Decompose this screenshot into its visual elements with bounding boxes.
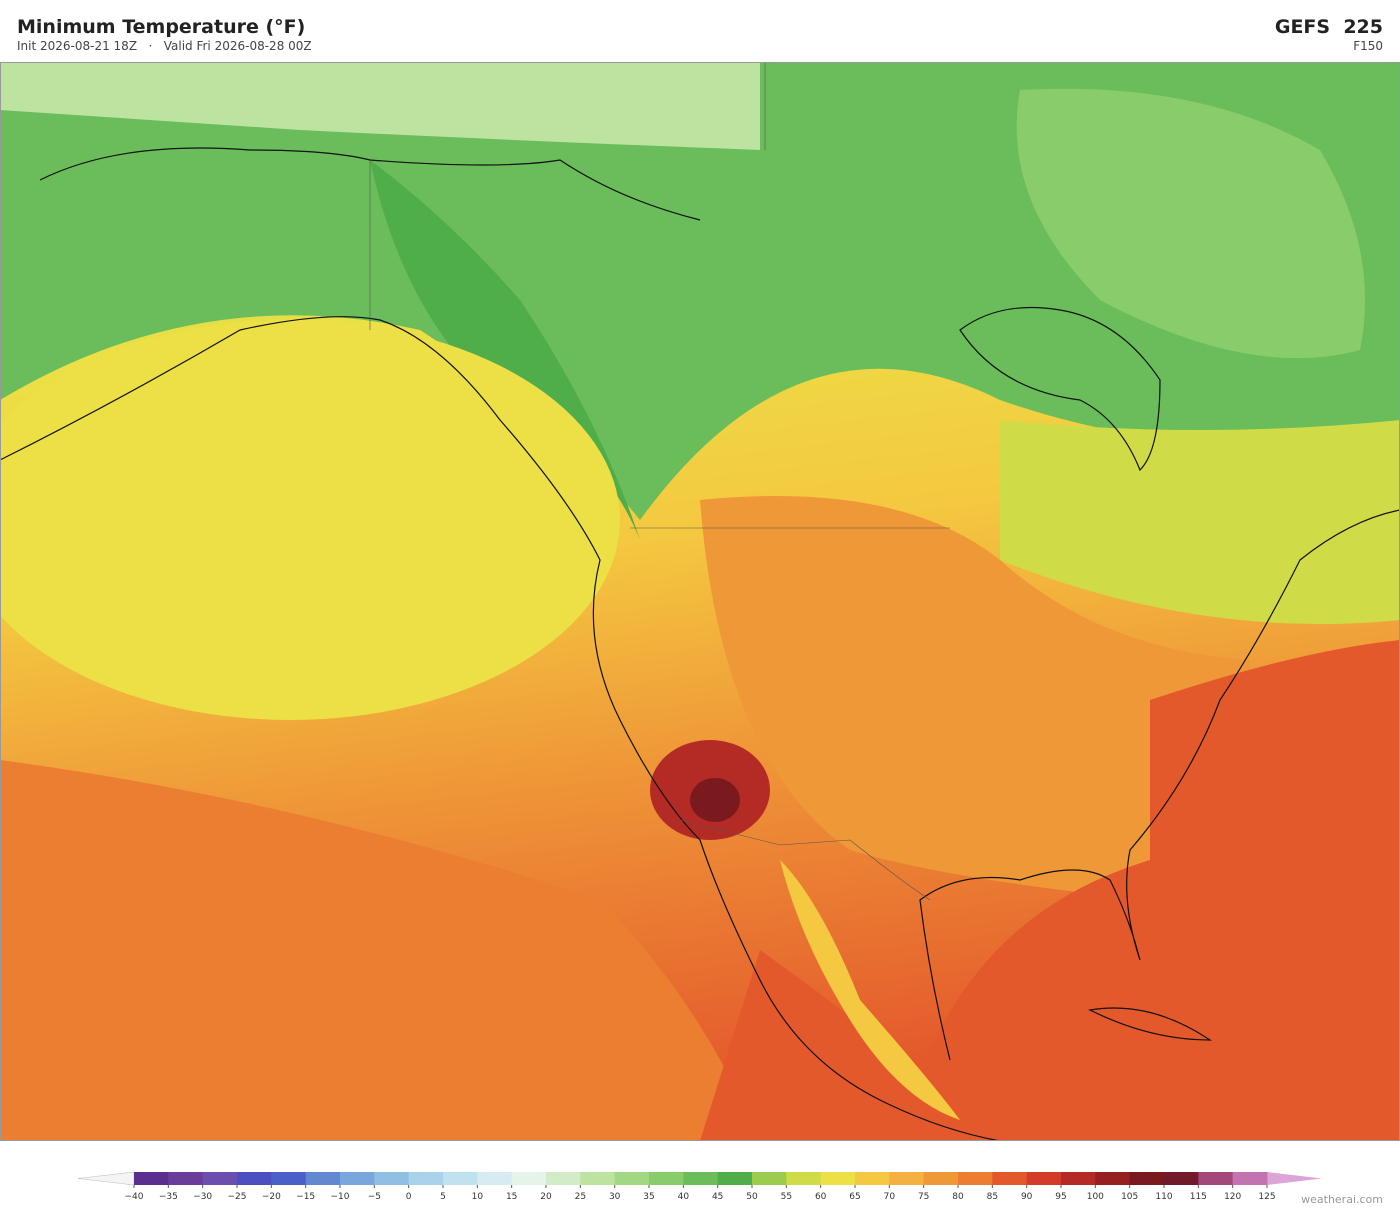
colorbar-tick-label: 95: [1055, 1192, 1066, 1202]
borders: [369, 62, 950, 901]
colorbar-tick-label: 35: [643, 1192, 654, 1202]
colorbar-tick-label: −20: [262, 1192, 281, 1202]
coast-pacific: [0, 316, 1001, 1141]
colorbar-tick-label: 105: [1121, 1192, 1138, 1202]
colorbar-tick-label: 55: [781, 1192, 792, 1202]
colorbar-cell: [237, 1172, 272, 1185]
colorbar-cell: [1095, 1172, 1131, 1185]
colorbar-cell: [134, 1172, 169, 1185]
colorbar-tick-label: 5: [440, 1192, 446, 1202]
colorbar-cell: [855, 1172, 890, 1185]
border-us-mexico: [679, 819, 931, 901]
colorbar-tick-label: 120: [1224, 1192, 1241, 1202]
colorbar-tick-label: 70: [884, 1192, 896, 1202]
arctic-band: [0, 62, 760, 150]
watermark: weatherai.com: [1301, 1193, 1383, 1206]
colorbar-tick-label: 90: [1021, 1192, 1033, 1202]
colorbar-tick-label: −10: [331, 1192, 350, 1202]
colorbar-tick-label: −30: [193, 1192, 212, 1202]
colorbar-cell: [1129, 1172, 1165, 1185]
colorbar-cell: [305, 1172, 341, 1185]
colorbar-tick-label: 40: [678, 1192, 690, 1202]
colorbar-tick-label: 50: [746, 1192, 758, 1202]
map: [0, 62, 1400, 1141]
colorbar: −40 −35 −30 −25 −20 −15 −10 −5 0 5 10 15 20 25 30 35 40 4…: [77, 1171, 1322, 1202]
colorbar-tick-label: 85: [987, 1192, 998, 1202]
colorbar-tick-label: −15: [296, 1192, 315, 1202]
colorbar-cell: [992, 1172, 1028, 1185]
pacific-mild: [0, 320, 620, 720]
model: GEFS 225: [1274, 16, 1383, 38]
colorbar-tick-label: 45: [712, 1192, 723, 1202]
colorbar-tick-label: 80: [952, 1192, 964, 1202]
colorbar-cell: [958, 1172, 993, 1185]
colorbar-tick-label: 75: [918, 1192, 929, 1202]
colorbar-cell: [511, 1172, 547, 1185]
colorbar-cell: [1198, 1172, 1234, 1185]
colorbar-cell: [374, 1172, 410, 1185]
colorbar-cell: [923, 1172, 959, 1185]
baffin: [1016, 88, 1365, 359]
colorbar-cell: [820, 1172, 856, 1185]
cuba: [1088, 1007, 1212, 1041]
colorbar-tick-label: 20: [540, 1192, 552, 1202]
colorbar-tick-label: 115: [1190, 1192, 1207, 1202]
colorbar-tick-label: −40: [125, 1192, 144, 1202]
rockies-north: [370, 160, 640, 540]
colorbar-cell: [168, 1172, 204, 1185]
colorbar-tick-label: 65: [849, 1192, 860, 1202]
colorbar-tick-label: −5: [368, 1192, 381, 1202]
colorbar-tick-label: 100: [1087, 1192, 1104, 1202]
colorbar-cell: [786, 1172, 822, 1185]
colorbar-cell: [1061, 1172, 1096, 1185]
colorbar-tick-label: 30: [609, 1192, 621, 1202]
colorbar-cell: [752, 1172, 787, 1185]
colorbar-cell: [614, 1172, 650, 1185]
east-canada: [1000, 420, 1400, 624]
colorbar-cell: [683, 1172, 719, 1185]
colorbar-tick-label: 60: [815, 1192, 827, 1202]
colorbar-cell: [889, 1172, 925, 1185]
colorbar-tick-label: 15: [506, 1192, 517, 1202]
colorbar-cell: [717, 1172, 753, 1185]
colorbar-tick-label: 25: [575, 1192, 586, 1202]
desert-core: [690, 778, 740, 822]
us-interior: [700, 496, 1251, 900]
colorbar-tick-label: 10: [472, 1192, 484, 1202]
colorbar-tick-label: −35: [159, 1192, 178, 1202]
colorbar-cell: [546, 1172, 581, 1185]
colorbar-cell: [340, 1172, 375, 1185]
colorbar-cell: [1164, 1172, 1199, 1185]
hudson-bay: [959, 306, 1161, 472]
colorbar-over: [1267, 1172, 1322, 1185]
colorbar-cell: [649, 1172, 684, 1185]
colorbar-cell: [1232, 1172, 1268, 1185]
colorbar-tick-label: 125: [1258, 1192, 1275, 1202]
title: Minimum Temperature (°F): [17, 16, 306, 38]
colorbar-tick-label: 0: [406, 1192, 412, 1202]
forecast-hour: F150: [1353, 39, 1383, 53]
colorbar-cell: [443, 1172, 478, 1185]
colorbar-cell: [477, 1172, 513, 1185]
colorbar-cell: [1026, 1172, 1062, 1185]
colorbar-tick-label: 110: [1155, 1192, 1172, 1202]
mexico-plateau: [780, 860, 960, 1120]
atlantic-warm: [900, 640, 1400, 1141]
colorbar-cell: [408, 1172, 444, 1185]
subtitle: Init 2026-08-21 18Z · Valid Fri 2026-08-…: [17, 39, 312, 53]
pacific-south: [0, 760, 760, 1141]
colorbar-cell: [271, 1172, 307, 1185]
colorbar-tick-label: −25: [228, 1192, 247, 1202]
colorbar-cell: [202, 1172, 238, 1185]
border-alaska: [369, 62, 766, 330]
coast-atlantic: [919, 509, 1400, 1061]
colorbar-cell: [580, 1172, 616, 1185]
colorbar-under: [77, 1171, 135, 1186]
